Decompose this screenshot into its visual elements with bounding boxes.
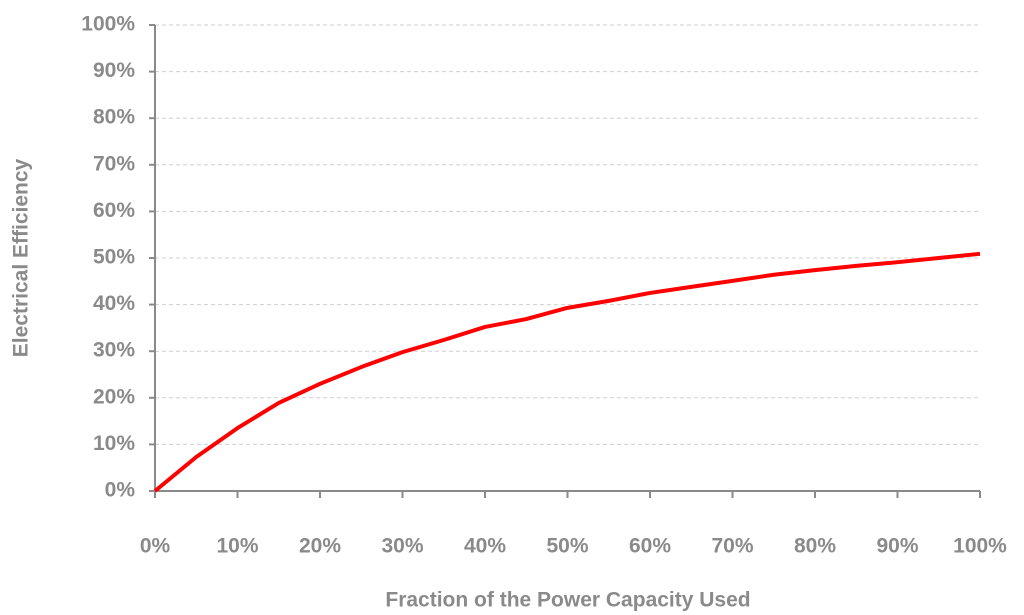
y-tick-label: 10% [93,432,135,455]
y-tick-label: 70% [93,152,135,175]
x-tick-label: 70% [711,535,753,558]
y-tick-label: 0% [105,479,136,502]
x-tick-label: 10% [216,535,258,558]
x-tick-label: 40% [464,535,506,558]
x-tick-label: 0% [140,535,171,558]
x-tick-label: 80% [794,535,836,558]
y-tick-label: 20% [93,385,135,408]
x-tick-label: 100% [953,535,1007,558]
y-tick-label: 60% [93,199,135,222]
y-tick-label: 50% [93,246,135,269]
y-tick-label: 90% [93,59,135,82]
y-tick-label: 80% [93,106,135,129]
x-tick-label: 60% [629,535,671,558]
x-tick-label: 30% [381,535,423,558]
y-tick-label: 100% [81,13,135,36]
y-tick-label: 30% [93,339,135,362]
x-tick-label: 90% [876,535,918,558]
data-line [153,251,981,493]
x-tick-label: 50% [546,535,588,558]
y-axis-title: Electrical Efficiency [10,158,33,357]
y-tick-label: 40% [93,292,135,315]
x-axis-title: Fraction of the Power Capacity Used [385,589,750,612]
x-tick-label: 20% [299,535,341,558]
